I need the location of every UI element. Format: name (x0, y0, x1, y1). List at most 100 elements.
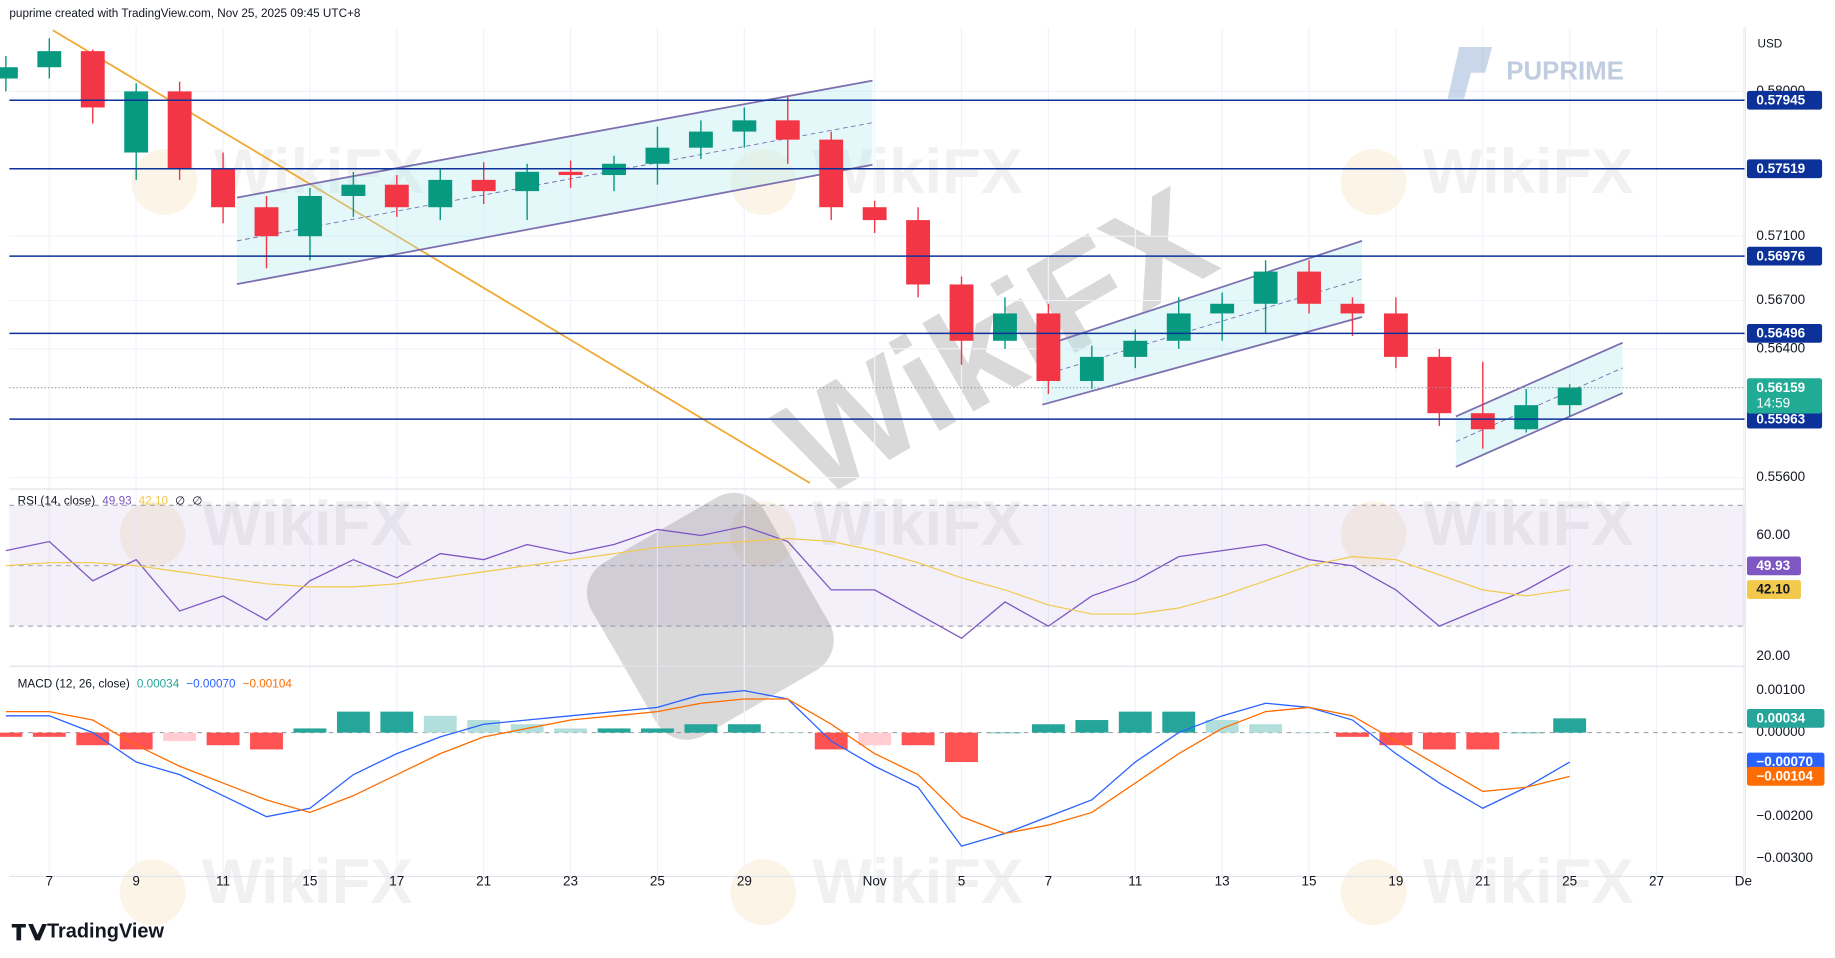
candle-body (819, 139, 844, 208)
price-badge-label: 0.57945 (1756, 92, 1805, 107)
histogram-bar (1466, 732, 1500, 750)
candle-body (732, 120, 757, 132)
histogram-bar (1162, 711, 1196, 733)
indicator-badge-label: 0.00034 (1756, 710, 1805, 725)
candle-body (80, 51, 105, 108)
watermark: WikiFX (812, 489, 1023, 559)
histogram-bar (1336, 732, 1369, 737)
histogram-bar (1205, 720, 1239, 733)
candle-body (688, 131, 713, 148)
channel-line (236, 163, 873, 286)
candle-body (471, 179, 496, 192)
candle-body (341, 184, 366, 196)
legend-value: 49.93 (102, 494, 132, 507)
histogram-bar (988, 732, 1022, 734)
histogram-bar (771, 732, 805, 734)
candle-body (1383, 313, 1408, 357)
indicator-badge (1746, 556, 1801, 576)
watermark: WikiFX (1423, 137, 1634, 207)
watermark-icon (1340, 501, 1407, 568)
legend-value: −0.00104 (243, 678, 293, 691)
candle-body (167, 91, 192, 169)
indicator-title: MACD (12, 26, close) (18, 678, 130, 691)
x-tick-label: 15 (1302, 873, 1317, 888)
indicator-badge-label: 49.93 (1756, 558, 1790, 573)
histogram-bar (858, 732, 892, 746)
candle-body (949, 284, 974, 341)
x-tick-label: 17 (389, 873, 404, 888)
histogram-bar (641, 728, 674, 733)
histogram-bar (206, 732, 240, 746)
histogram-bar (901, 732, 935, 746)
histogram-bar (76, 732, 110, 746)
histogram-bar (119, 732, 153, 750)
candle-body (645, 147, 670, 164)
candle-body (384, 184, 409, 208)
candle-body (254, 207, 279, 237)
candle-body (37, 51, 62, 68)
candle-body (1210, 303, 1235, 314)
footer-logo: TradingView (11, 920, 165, 942)
channel-fill (1042, 240, 1363, 405)
y-tick-label: 60.00 (1756, 527, 1790, 542)
y-tick-label: 0.57100 (1756, 228, 1805, 243)
price-badge (1746, 323, 1823, 343)
rsi-line (5, 525, 1570, 640)
credit: puprime created with TradingView.com, No… (9, 7, 361, 20)
y-tick-label: 0.56700 (1756, 292, 1805, 307)
candle-body (862, 207, 887, 221)
watermark-icon (586, 492, 834, 740)
watermark: WikiFX (202, 847, 413, 917)
candle-body (1427, 356, 1452, 414)
channel-midline (236, 122, 873, 242)
y-tick-label: 20.00 (1756, 648, 1790, 663)
price-badge-label: 0.56976 (1756, 248, 1805, 263)
indicator-badge-label: −0.00104 (1756, 768, 1813, 783)
watermark-icon (119, 859, 186, 926)
indicator-badge-label: 42.10 (1756, 582, 1790, 597)
watermark: WikiFX (202, 489, 413, 559)
watermark: WikiFX (1423, 489, 1634, 559)
price-badge (1746, 159, 1823, 179)
indicator-title: RSI (14, close) (18, 494, 96, 507)
y-tick-label: −0.00300 (1756, 850, 1813, 865)
y-tick-label: 0.00000 (1756, 724, 1805, 739)
x-tick-label: 5 (958, 873, 966, 888)
histogram-bar (684, 724, 718, 733)
histogram-bar (293, 728, 327, 733)
candle-body (1297, 271, 1321, 304)
price-badge (1746, 409, 1823, 429)
histogram-bar (1553, 718, 1587, 733)
x-tick-label: 11 (1128, 873, 1142, 888)
candle-body (124, 91, 149, 153)
x-tick-label: 19 (1388, 873, 1403, 888)
footer-brand: TradingView (47, 920, 165, 942)
currency: USD (1758, 38, 1783, 51)
watermark-icon (1340, 149, 1407, 215)
candle-body (775, 120, 800, 140)
candle-body (297, 195, 322, 237)
channel-line (1455, 392, 1624, 468)
candle-body (906, 220, 931, 285)
histogram-bar (336, 711, 370, 733)
macd-line (5, 698, 1570, 835)
channel-fill (236, 80, 873, 285)
histogram-bar (467, 720, 501, 733)
candle-body (211, 168, 236, 208)
channel-line (1455, 341, 1624, 418)
histogram-bar (380, 711, 414, 733)
histogram-bar (554, 728, 588, 733)
histogram-bar (1509, 732, 1543, 734)
x-tick-label: 29 (737, 873, 752, 888)
last-price-badge (1746, 378, 1823, 414)
watermark: WikiFX (812, 847, 1023, 917)
y-tick-label: 0.56400 (1756, 340, 1805, 355)
price-badge (1746, 90, 1823, 110)
histogram-bar (1292, 732, 1326, 734)
x-tick-label: 25 (1562, 873, 1577, 888)
histogram-bar (727, 724, 761, 733)
countdown: 14:59 (1756, 396, 1790, 411)
x-tick-label: De (1735, 873, 1752, 888)
